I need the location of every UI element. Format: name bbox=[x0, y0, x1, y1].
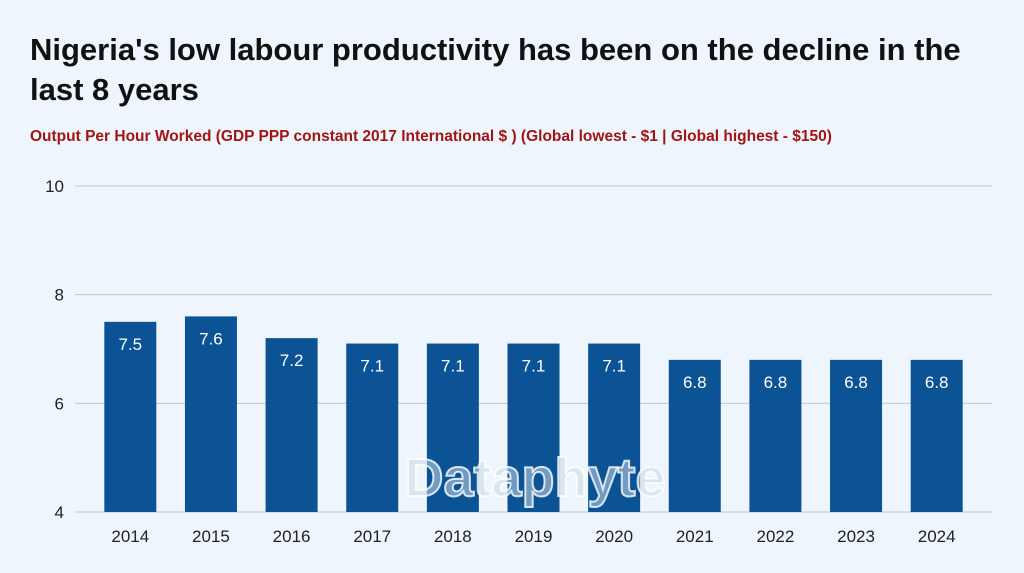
x-tick-label-2017: 2017 bbox=[353, 527, 391, 546]
bars bbox=[104, 316, 963, 512]
data-label-2024: 6.8 bbox=[925, 373, 949, 392]
y-tick-label: 10 bbox=[45, 177, 64, 196]
bar-2023 bbox=[830, 359, 883, 512]
x-tick-label-2016: 2016 bbox=[273, 527, 311, 546]
x-tick-label-2018: 2018 bbox=[434, 527, 472, 546]
data-label-2022: 6.8 bbox=[764, 373, 788, 392]
bar-2017 bbox=[346, 343, 399, 512]
y-tick-label: 4 bbox=[55, 503, 64, 522]
x-tick-label-2023: 2023 bbox=[837, 527, 875, 546]
labels: 4 6 8 10 7.5 2014 7.6 2015 7.2 2016 7.1 2017 7.1 2018… bbox=[45, 177, 956, 546]
bar-2015 bbox=[184, 316, 237, 512]
data-label-2017: 7.1 bbox=[360, 357, 384, 376]
data-label-2021: 6.8 bbox=[683, 373, 707, 392]
chart-title: Nigeria's low labour productivity has be… bbox=[30, 32, 961, 107]
bar-2022 bbox=[749, 359, 802, 512]
data-label-2018: 7.1 bbox=[441, 357, 465, 376]
x-tick-label-2022: 2022 bbox=[756, 527, 794, 546]
y-tick-label: 8 bbox=[55, 286, 64, 305]
bar-2014 bbox=[104, 321, 157, 512]
watermark-logo: Dataphyte bbox=[404, 448, 665, 508]
data-label-2014: 7.5 bbox=[118, 335, 142, 354]
x-tick-label-2021: 2021 bbox=[676, 527, 714, 546]
bar-2021 bbox=[668, 359, 721, 512]
bar-2016 bbox=[265, 338, 318, 512]
data-label-2015: 7.6 bbox=[199, 329, 223, 348]
bar-2020 bbox=[588, 343, 641, 512]
bar-2024 bbox=[910, 359, 963, 512]
data-label-2020: 7.1 bbox=[602, 357, 626, 376]
bar-2019 bbox=[507, 343, 560, 512]
data-label-2016: 7.2 bbox=[280, 351, 304, 370]
chart-subtitle: Output Per Hour Worked (GDP PPP constant… bbox=[30, 128, 832, 145]
x-tick-label-2014: 2014 bbox=[111, 527, 149, 546]
y-tick-label: 6 bbox=[55, 394, 64, 413]
x-tick-label-2024: 2024 bbox=[918, 527, 956, 546]
x-tick-label-2020: 2020 bbox=[595, 527, 633, 546]
bar-2018 bbox=[426, 343, 479, 512]
x-tick-label-2015: 2015 bbox=[192, 527, 230, 546]
data-label-2023: 6.8 bbox=[844, 373, 868, 392]
data-label-2019: 7.1 bbox=[522, 357, 546, 376]
x-tick-label-2019: 2019 bbox=[515, 527, 553, 546]
